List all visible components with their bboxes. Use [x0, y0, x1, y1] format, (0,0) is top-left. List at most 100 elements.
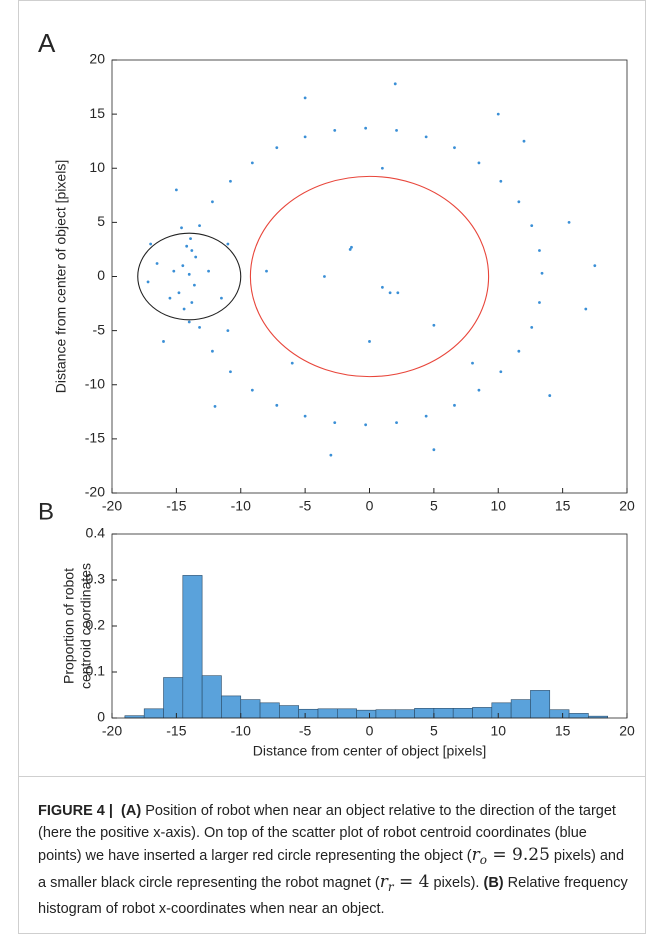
point — [517, 349, 521, 353]
point — [155, 262, 159, 265]
point — [333, 421, 337, 425]
x-tick-label: 20 — [619, 498, 635, 514]
bar — [394, 709, 415, 719]
point — [350, 245, 353, 249]
point — [471, 361, 474, 365]
point — [540, 271, 544, 275]
point — [182, 307, 186, 311]
bar — [375, 709, 396, 719]
bar — [143, 708, 164, 719]
point — [329, 453, 333, 457]
point — [432, 448, 436, 452]
x-tick-label: -20 — [102, 723, 122, 739]
math: = 9.25 — [487, 845, 550, 865]
point — [477, 388, 481, 392]
bar — [337, 708, 357, 719]
bar — [259, 702, 280, 719]
bar — [510, 699, 531, 719]
point — [187, 320, 191, 324]
point — [517, 200, 521, 204]
x-tick-label: 5 — [430, 498, 438, 514]
math: r — [471, 845, 480, 865]
point — [395, 421, 398, 425]
point — [530, 224, 534, 228]
caption: FIGURE 4 | (A) Position of robot when ne… — [38, 800, 628, 920]
point — [538, 249, 541, 252]
bar — [472, 707, 493, 719]
point — [368, 340, 371, 343]
point — [149, 242, 153, 246]
caption-text: pixels). — [429, 874, 484, 891]
point — [220, 296, 223, 300]
point — [168, 296, 172, 300]
point — [333, 128, 337, 132]
point — [477, 161, 481, 165]
point — [303, 135, 307, 139]
point — [396, 291, 400, 295]
point — [567, 220, 571, 224]
x-tick-label: 10 — [490, 723, 506, 739]
point — [584, 307, 588, 311]
point — [207, 269, 210, 273]
point — [226, 242, 230, 246]
point — [194, 255, 198, 259]
y-axis-label: Proportion of robot — [61, 568, 77, 684]
panel-ref: (B) — [483, 874, 504, 891]
x-tick-label: -5 — [299, 723, 312, 739]
panel-ref: (A) — [121, 803, 142, 819]
point — [190, 249, 194, 252]
bar — [491, 702, 512, 719]
point — [190, 301, 194, 304]
point — [146, 280, 150, 284]
point — [213, 405, 217, 408]
bar — [201, 675, 222, 719]
y-tick-label: 0 — [97, 709, 105, 725]
figure-frame — [18, 0, 646, 934]
point — [174, 188, 178, 192]
math-sub: o — [479, 852, 487, 867]
point — [290, 361, 294, 365]
point — [198, 325, 201, 329]
point — [275, 146, 279, 150]
bar — [414, 708, 435, 719]
point — [185, 244, 189, 248]
y-tick-label: 20 — [89, 51, 105, 67]
point — [162, 340, 165, 343]
point — [453, 403, 456, 407]
x-tick-label: -5 — [299, 498, 312, 514]
point — [303, 414, 307, 418]
point — [323, 275, 326, 278]
x-tick-label: -15 — [166, 498, 186, 514]
annotation-circle — [249, 175, 490, 378]
math: r — [379, 871, 388, 892]
point — [211, 349, 214, 353]
point — [181, 264, 185, 268]
annotation-circle — [137, 232, 242, 321]
point — [538, 301, 541, 304]
bar — [452, 708, 473, 719]
caption-text: Position of robot when near an object re… — [38, 803, 616, 864]
point — [177, 291, 181, 295]
bar — [433, 708, 454, 719]
point — [393, 82, 397, 86]
bar — [317, 708, 338, 719]
y-tick-label: 5 — [97, 213, 105, 229]
point — [180, 226, 183, 230]
point — [250, 388, 254, 392]
point — [522, 139, 526, 143]
panel-label: A — [38, 28, 56, 58]
y-axis-label: Distance from center of object [pixels] — [53, 160, 69, 393]
point — [496, 112, 500, 116]
point — [198, 224, 201, 228]
x-tick-label: 5 — [430, 723, 438, 739]
point — [380, 166, 384, 170]
point — [548, 394, 552, 397]
y-tick-label: -20 — [85, 484, 105, 500]
bar — [163, 677, 184, 719]
caption-text: pixels) and a smaller black circle repre… — [38, 848, 625, 891]
bar — [530, 690, 551, 719]
x-axis-label: Distance from center of object [pixels] — [253, 743, 486, 759]
point — [265, 269, 268, 273]
point — [172, 269, 176, 273]
